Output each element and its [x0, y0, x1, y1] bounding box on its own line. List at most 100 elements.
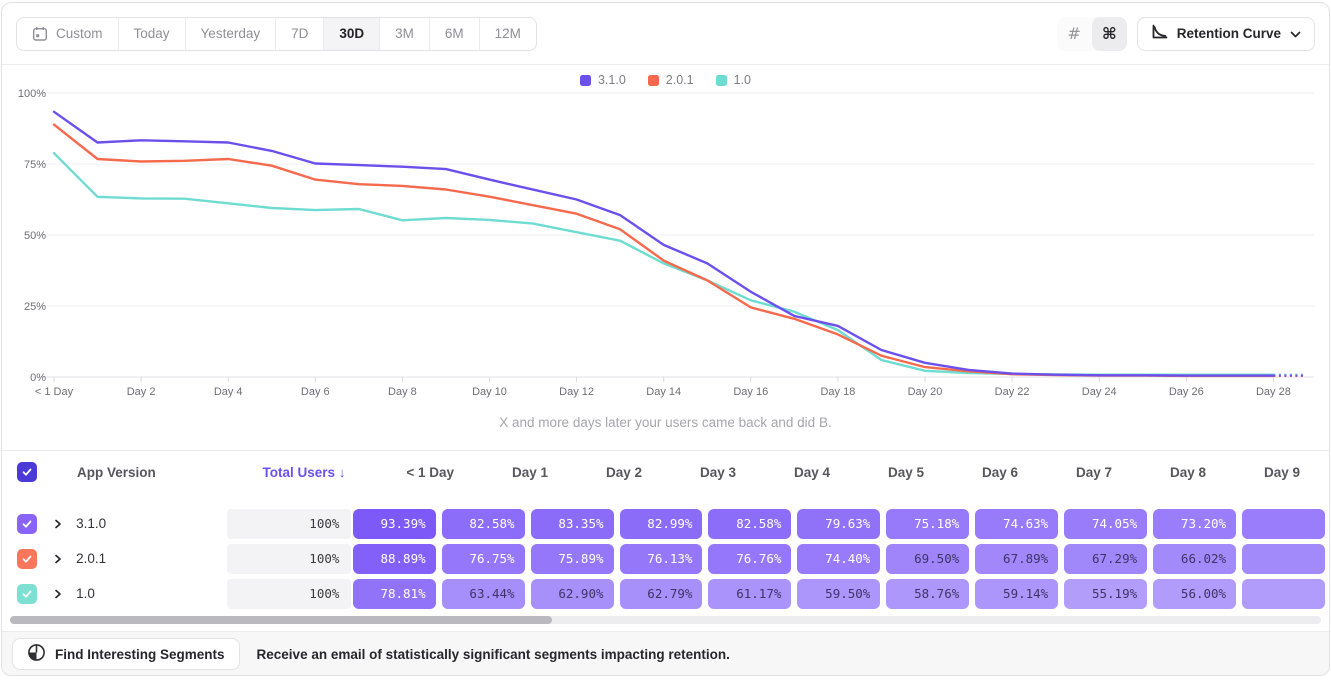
retention-cell-3.1.0-day5[interactable]: 79.63%	[797, 508, 881, 539]
retention-cell-2.0.1-day0[interactable]: 88.89%	[352, 543, 436, 574]
calendar-icon	[33, 26, 48, 41]
retention-cell-1.0-day3[interactable]: 62.79%	[619, 578, 703, 609]
view-toggle-group: # ⌘	[1056, 16, 1127, 51]
total-users-cell-wrap: 100%	[227, 578, 352, 609]
retention-cell-2.0.1-day5[interactable]: 74.40%	[797, 543, 881, 574]
column-header-1-day[interactable]: < 1 Day	[406, 464, 454, 480]
chevron-right-icon	[55, 554, 61, 563]
retention-cell-1.0-day4[interactable]: 61.17%	[708, 578, 792, 609]
column-header-day-2[interactable]: Day 2	[605, 464, 642, 480]
retention-cell-3.1.0-day1[interactable]: 82.58%	[441, 508, 525, 539]
retention-cell-1.0-day9[interactable]: 56.00%	[1153, 578, 1237, 609]
retention-cell-2.0.1-day7[interactable]: 67.89%	[975, 543, 1059, 574]
retention-cell-1.0-day6[interactable]: 58.76%	[886, 578, 970, 609]
column-header-total-users[interactable]: Total Users ↓	[262, 464, 346, 480]
legend-swatch	[647, 74, 659, 86]
column-header-day-1[interactable]: Day 1	[511, 464, 548, 480]
x-axis-label: Day 8	[388, 386, 417, 398]
retention-cell-3.1.0-day9[interactable]: 73.20%	[1153, 508, 1237, 539]
x-axis-label: Day 18	[820, 386, 855, 398]
command-view-button[interactable]: ⌘	[1091, 16, 1127, 51]
range-label: Yesterday	[200, 26, 261, 41]
retention-cell-2.0.1-day6[interactable]: 69.50%	[886, 543, 970, 574]
retention-cell-2.0.1-day8[interactable]: 67.29%	[1064, 543, 1148, 574]
range-button-today[interactable]: Today	[119, 17, 186, 50]
scrollbar-thumb[interactable]	[10, 616, 552, 624]
retention-cell-3.1.0-day8[interactable]: 74.05%	[1064, 508, 1148, 539]
total-users-cell-wrap: 100%	[227, 508, 352, 539]
table-header-row: App Version Total Users ↓ < 1 Day Day 1 Da…	[2, 451, 1329, 493]
hash-view-button[interactable]: #	[1067, 24, 1081, 43]
row-name: 3.1.0	[76, 516, 107, 531]
total-users-cell[interactable]: 100%	[227, 543, 352, 574]
column-header-day-9[interactable]: Day 9	[1263, 464, 1300, 480]
range-button-30d[interactable]: 30D	[324, 17, 381, 50]
range-button-yesterday[interactable]: Yesterday	[186, 17, 277, 50]
legend-swatch	[715, 74, 727, 86]
y-axis-label: 75%	[24, 159, 46, 171]
y-axis-label: 100%	[18, 88, 46, 100]
retention-cell-3.1.0-day3[interactable]: 82.99%	[619, 508, 703, 539]
range-button-custom[interactable]: Custom	[17, 17, 119, 50]
legend-item-3.1.0[interactable]: 3.1.0	[579, 73, 626, 87]
x-axis-label: Day 16	[733, 386, 768, 398]
range-button-7d[interactable]: 7D	[276, 17, 325, 50]
y-axis-label: 50%	[24, 230, 46, 242]
total-users-cell[interactable]: 100%	[227, 508, 352, 539]
retention-cell-1.0-day1[interactable]: 63.44%	[441, 578, 525, 609]
retention-cell-2.0.1-day3[interactable]: 76.13%	[619, 543, 703, 574]
row-expand-chevron[interactable]	[53, 519, 63, 529]
retention-cell-3.1.0-day2[interactable]: 83.35%	[530, 508, 614, 539]
total-users-cell[interactable]: 100%	[227, 578, 352, 609]
segments-icon	[27, 643, 46, 665]
retention-chart: 0% 25% 50% 75% 100% < 1 Day Day 2 Day 4 Day 6 Day…	[18, 88, 1314, 398]
chart-type-dropdown[interactable]: Retention Curve	[1136, 16, 1315, 51]
retention-cell-3.1.0-day6[interactable]: 75.18%	[886, 508, 970, 539]
series-line-1.0[interactable]	[52, 151, 1275, 376]
retention-cell-3.1.0-day7[interactable]: 74.63%	[975, 508, 1059, 539]
retention-cell-2.0.1-day4[interactable]: 76.76%	[708, 543, 792, 574]
select-all-checkbox[interactable]	[17, 462, 37, 482]
column-header-day-7[interactable]: Day 7	[1075, 464, 1112, 480]
row-checkbox-1.0[interactable]	[17, 583, 37, 604]
row-checkbox-cell	[2, 513, 44, 534]
retention-cell-1.0-day2[interactable]: 62.90%	[530, 578, 614, 609]
range-button-6m[interactable]: 6M	[430, 17, 480, 50]
row-expand-chevron[interactable]	[53, 554, 63, 564]
table-row-3.1.0: 3.1.0 100% 93.39% 82.58% 83.35% 82.99% 82.58% 7…	[2, 506, 1329, 541]
retention-cell-2.0.1-day2[interactable]: 75.89%	[530, 543, 614, 574]
check-icon	[22, 555, 32, 563]
column-header-day-5[interactable]: Day 5	[887, 464, 924, 480]
legend-swatch	[579, 74, 591, 86]
retention-cell-1.0-day7[interactable]: 59.14%	[975, 578, 1059, 609]
row-checkbox-cell	[2, 548, 44, 569]
series-line-3.1.0[interactable]	[52, 110, 1275, 377]
total-users-cell-wrap: 100%	[227, 543, 352, 574]
range-button-12m[interactable]: 12M	[480, 18, 536, 50]
legend-item-1.0[interactable]: 1.0	[715, 73, 751, 87]
row-expand-chevron[interactable]	[53, 589, 63, 599]
column-header-day-4[interactable]: Day 4	[793, 464, 830, 480]
chevron-down-icon	[1290, 26, 1301, 41]
retention-cell-2.0.1-day1[interactable]: 76.75%	[441, 543, 525, 574]
row-checkbox-3.1.0[interactable]	[17, 513, 37, 534]
retention-cell-1.0-day8[interactable]: 55.19%	[1064, 578, 1148, 609]
range-label: 30D	[339, 26, 365, 41]
column-header-day-3[interactable]: Day 3	[699, 464, 736, 480]
range-button-3m[interactable]: 3M	[380, 17, 430, 50]
retention-cell-1.0-day0[interactable]: 78.81%	[352, 578, 436, 609]
retention-cell-3.1.0-day4[interactable]: 82.58%	[708, 508, 792, 539]
chart-type-label: Retention Curve	[1176, 26, 1281, 41]
series-line-2.0.1[interactable]	[52, 123, 1275, 378]
legend-item-2.0.1[interactable]: 2.0.1	[647, 73, 694, 87]
retention-cell-3.1.0-day0[interactable]: 93.39%	[352, 508, 436, 539]
column-header-day-8[interactable]: Day 8	[1169, 464, 1206, 480]
x-axis-label: Day 22	[995, 386, 1030, 398]
table-row-1.0: 1.0 100% 78.81% 63.44% 62.90% 62.79% 61.17% 59.…	[2, 576, 1329, 611]
retention-cell-1.0-day5[interactable]: 59.50%	[797, 578, 881, 609]
retention-cell-2.0.1-day9[interactable]: 66.02%	[1153, 543, 1237, 574]
x-axis-label: Day 20	[908, 386, 943, 398]
row-checkbox-2.0.1[interactable]	[17, 548, 37, 569]
column-header-day-6[interactable]: Day 6	[981, 464, 1018, 480]
find-interesting-segments-button[interactable]: Find Interesting Segments	[12, 638, 240, 670]
